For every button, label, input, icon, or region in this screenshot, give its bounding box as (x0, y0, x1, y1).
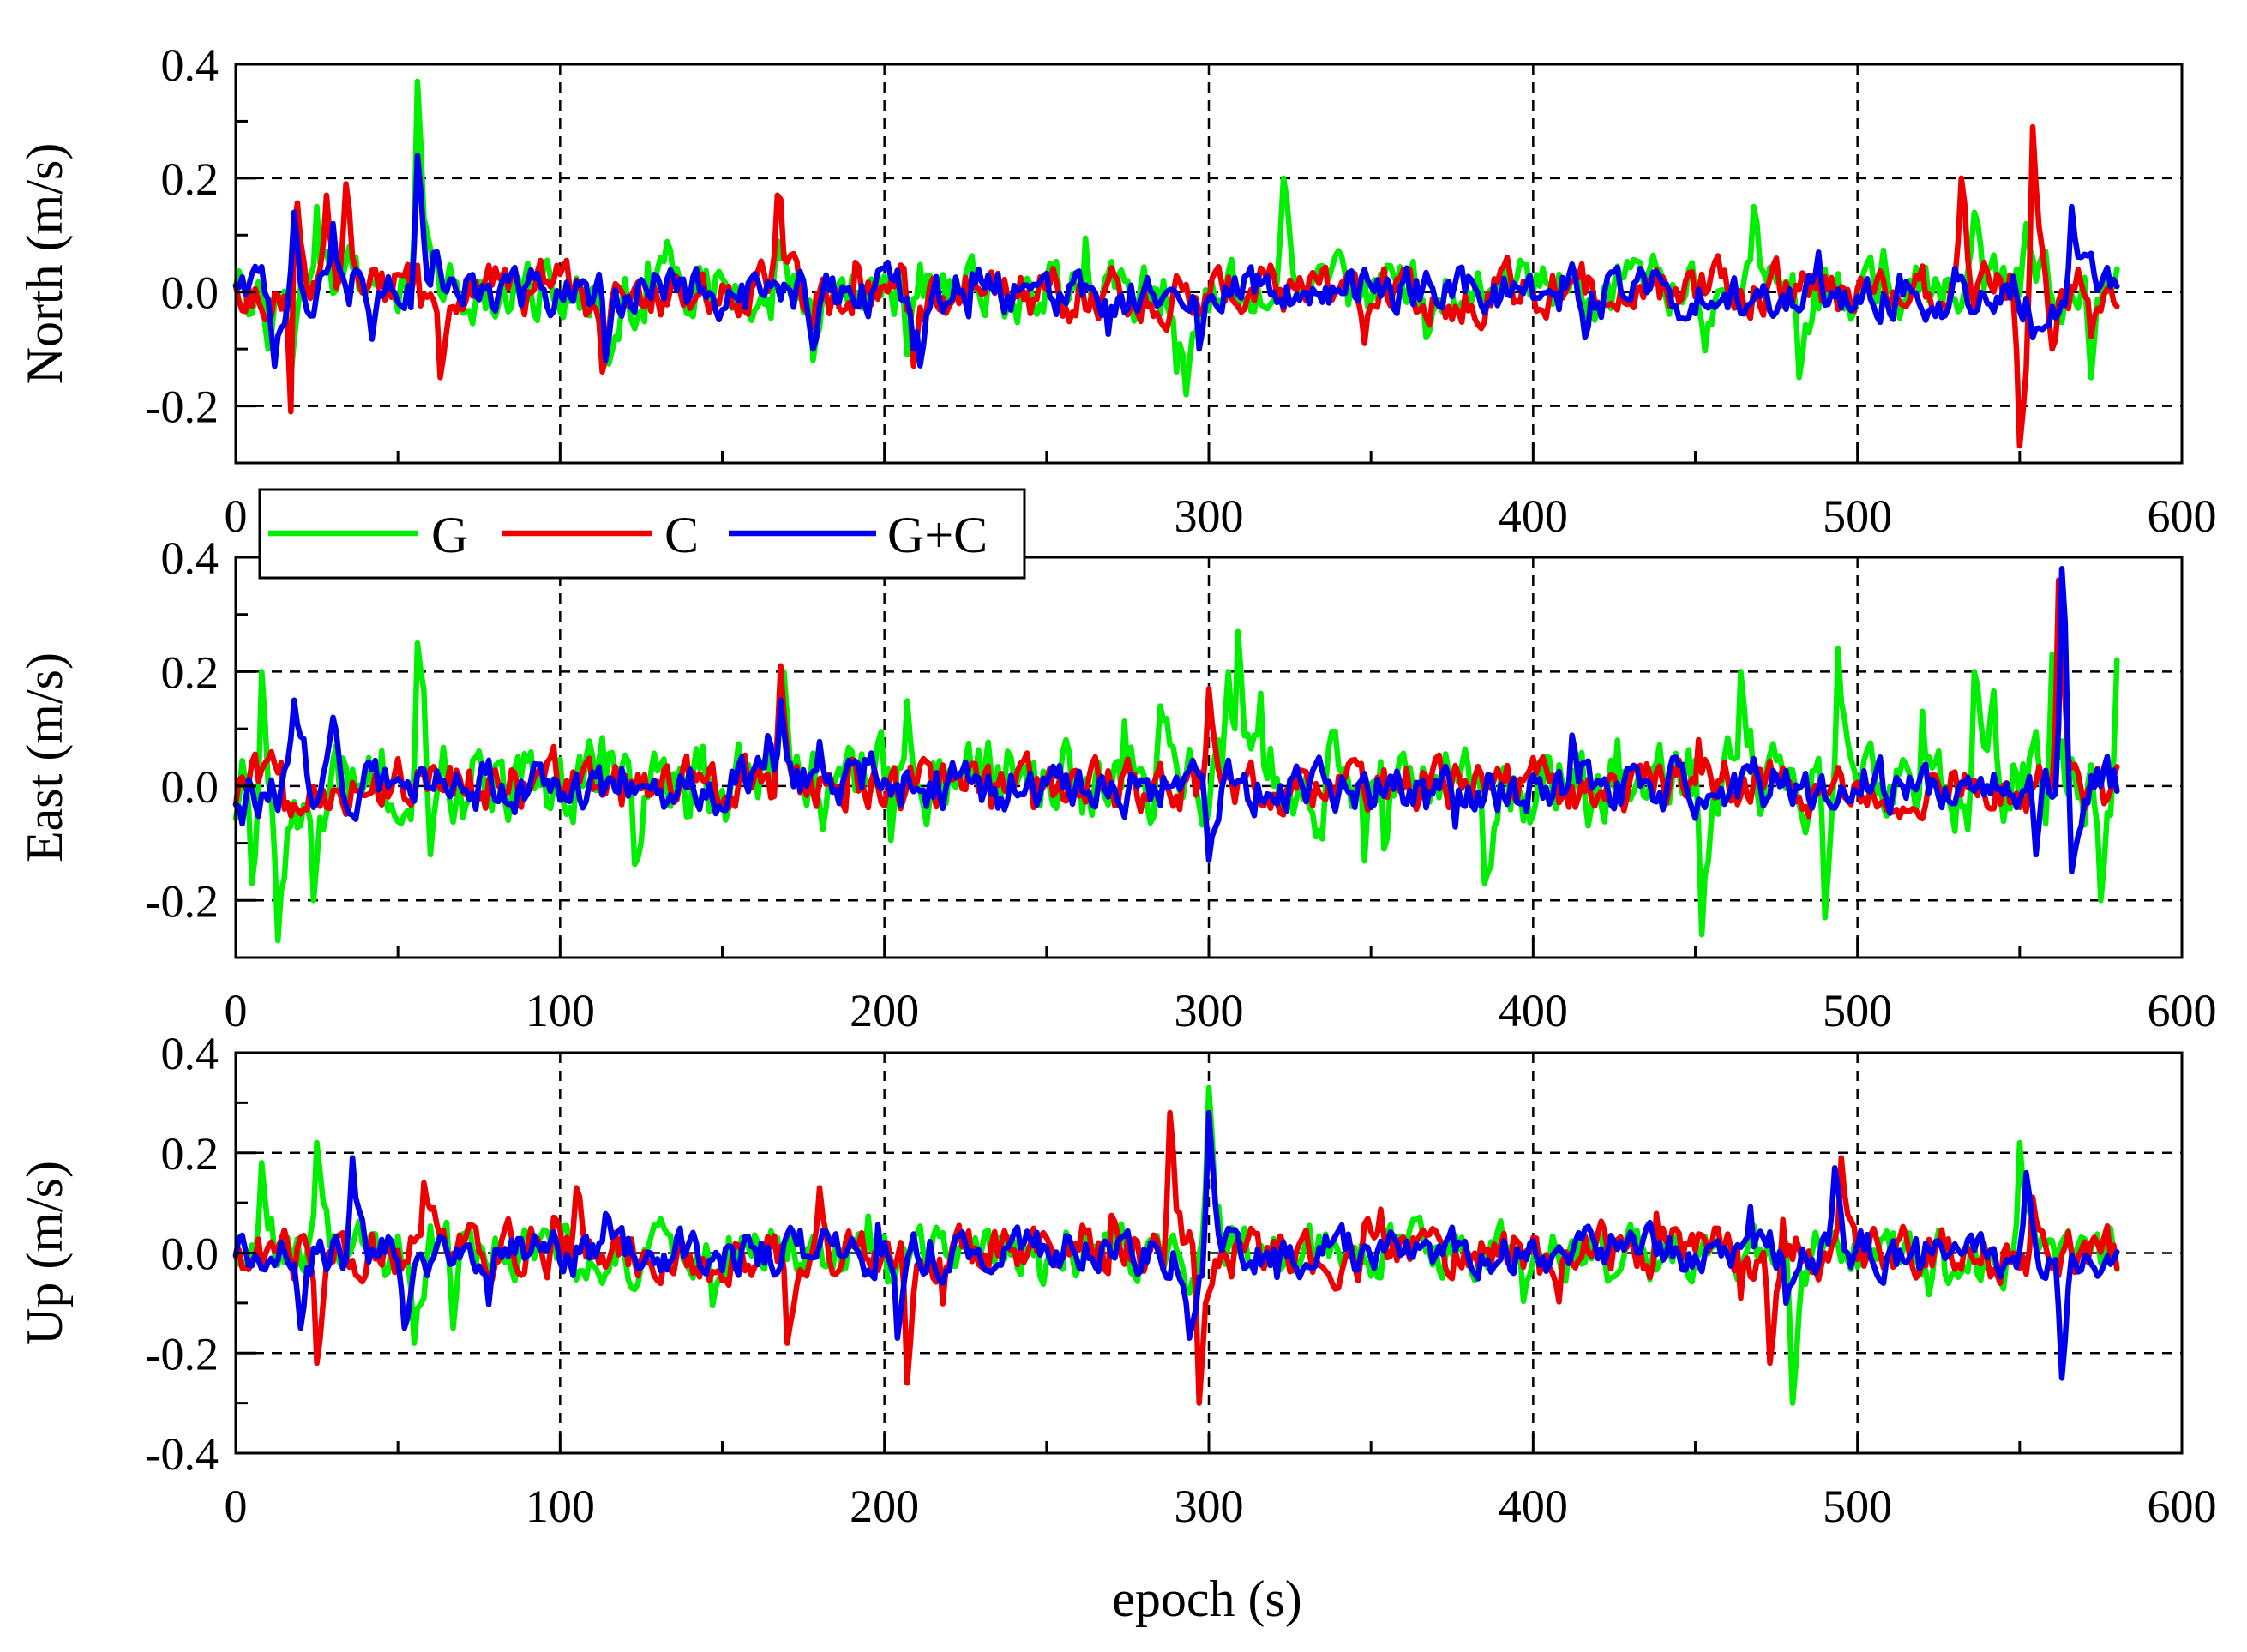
series-line-gplusc (232, 1109, 2120, 1381)
legend-label-g: G (431, 507, 468, 563)
series-line-c (232, 123, 2120, 449)
y-tick-label: 0.0 (161, 1228, 219, 1280)
up-panel: 0 100 200 300 400 500 600 0.4 0.2 0.0 -0.2 -0.4 Up (… (16, 1028, 2217, 1532)
x-tick-label: 600 (2148, 985, 2217, 1036)
y-axis-title: East (m/s) (16, 652, 73, 862)
y-tick-label: 0.2 (161, 646, 219, 698)
y-tick-label: -0.2 (146, 381, 219, 433)
y-axis-title: North (m/s) (16, 143, 73, 385)
y-tick-label: 0.4 (161, 1028, 219, 1079)
y-tick-label: 0.0 (161, 267, 219, 319)
x-tick-label: 500 (1823, 490, 1892, 542)
y-tick-label: -0.2 (146, 1328, 219, 1379)
x-axis-title: epoch (s) (1112, 1571, 1302, 1627)
series-line-gplusc (232, 153, 2120, 369)
y-tick-label: 0.2 (161, 1128, 219, 1180)
x-tick-label: 300 (1175, 490, 1244, 542)
x-tick-label: 200 (850, 985, 919, 1036)
x-tick-label: 600 (2148, 490, 2217, 542)
series-line-g (232, 628, 2120, 944)
x-tick-label: 400 (1499, 1481, 1568, 1532)
x-tick-label: 300 (1175, 985, 1244, 1036)
y-tick-label: 0.0 (161, 761, 219, 813)
x-tick-label: 100 (526, 985, 595, 1036)
x-tick-label: 0 (225, 1481, 248, 1532)
y-tick-label: -0.2 (146, 875, 219, 927)
series-line-gplusc (232, 566, 2120, 875)
series-line-g (232, 78, 2120, 398)
x-tick-label: 400 (1499, 490, 1568, 542)
legend: G C G+C (258, 488, 1026, 580)
y-tick-label: 0.4 (161, 39, 219, 91)
x-tick-label: 0 (225, 490, 248, 542)
y-tick-label: 0.4 (161, 532, 219, 584)
y-tick-label: -0.4 (146, 1428, 219, 1480)
legend-label-c: C (664, 507, 699, 563)
series-line-c (232, 1109, 2120, 1406)
x-tick-label: 300 (1175, 1481, 1244, 1532)
x-tick-label: 0 (225, 985, 248, 1036)
x-tick-label: 500 (1823, 1481, 1892, 1532)
legend-label-gc: G+C (887, 507, 988, 563)
y-tick-label: 0.2 (161, 153, 219, 205)
series-line-c (232, 577, 2120, 822)
east-panel: 0 100 200 300 400 500 600 0.4 0.2 0.0 -0.2 East (m/… (16, 532, 2217, 1036)
x-tick-label: 100 (526, 1481, 595, 1532)
x-tick-label: 500 (1823, 985, 1892, 1036)
y-axis-title: Up (m/s) (16, 1161, 73, 1345)
x-tick-label: 600 (2148, 1481, 2217, 1532)
x-tick-label: 200 (850, 1481, 919, 1532)
x-tick-label: 400 (1499, 985, 1568, 1036)
